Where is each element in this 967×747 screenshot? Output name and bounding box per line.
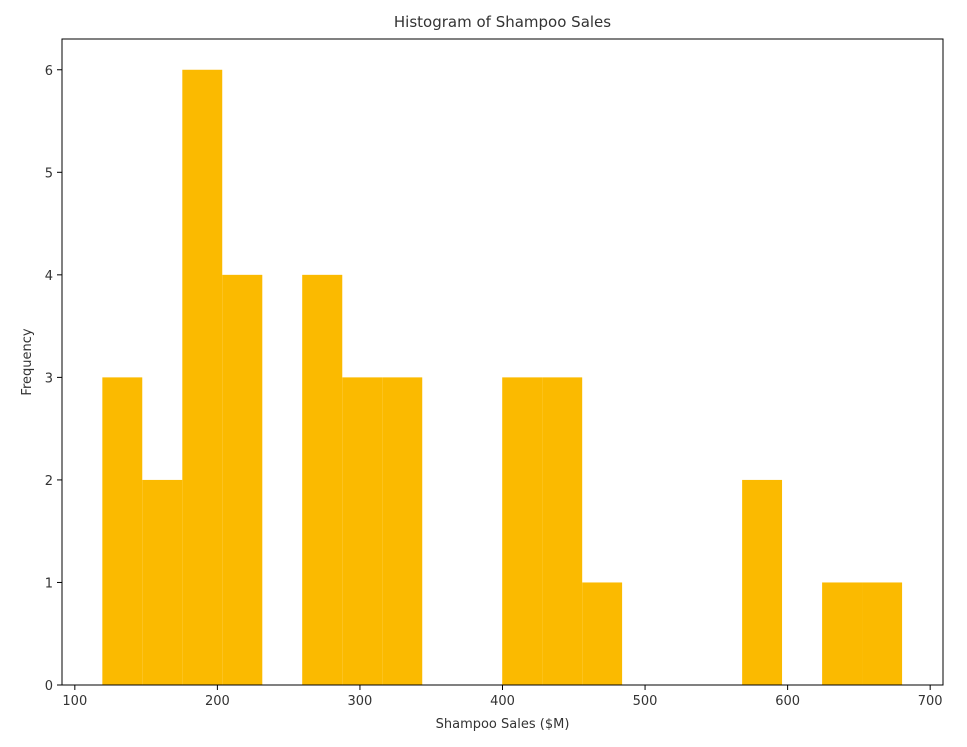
histogram-bar-0 xyxy=(102,377,142,685)
x-axis: 100 200 300 400 500 600 700 xyxy=(62,685,942,709)
histogram-bar-6 xyxy=(342,377,382,685)
y-tick-label: 5 xyxy=(45,166,53,181)
y-tick-label: 2 xyxy=(45,474,53,489)
chart-title: Histogram of Shampoo Sales xyxy=(394,13,611,31)
y-axis: 0 1 2 3 4 5 6 xyxy=(45,64,62,694)
histogram-bar-1 xyxy=(142,480,182,685)
x-tick-label: 700 xyxy=(918,694,943,709)
histogram-bar-18 xyxy=(822,582,862,685)
histogram-bar-12 xyxy=(582,582,622,685)
bars-layer xyxy=(102,70,902,685)
y-tick-label: 1 xyxy=(45,576,53,591)
x-tick-label: 200 xyxy=(205,694,230,709)
histogram-bar-19 xyxy=(862,582,902,685)
histogram-bar-10 xyxy=(502,377,542,685)
histogram-bar-2 xyxy=(182,70,222,685)
histogram-bar-16 xyxy=(742,480,782,685)
y-axis-label: Frequency xyxy=(20,328,35,395)
histogram-bar-7 xyxy=(382,377,422,685)
x-axis-label: Shampoo Sales ($M) xyxy=(436,717,570,732)
histogram-bar-5 xyxy=(302,275,342,685)
histogram-bar-3 xyxy=(222,275,262,685)
x-tick-label: 100 xyxy=(62,694,87,709)
y-tick-label: 4 xyxy=(45,269,53,284)
x-tick-label: 400 xyxy=(490,694,515,709)
y-tick-label: 0 xyxy=(45,679,53,694)
x-tick-label: 600 xyxy=(775,694,800,709)
y-tick-label: 6 xyxy=(45,64,53,79)
histogram-bar-11 xyxy=(542,377,582,685)
x-tick-label: 500 xyxy=(633,694,658,709)
y-tick-label: 3 xyxy=(45,371,53,386)
x-tick-label: 300 xyxy=(348,694,373,709)
